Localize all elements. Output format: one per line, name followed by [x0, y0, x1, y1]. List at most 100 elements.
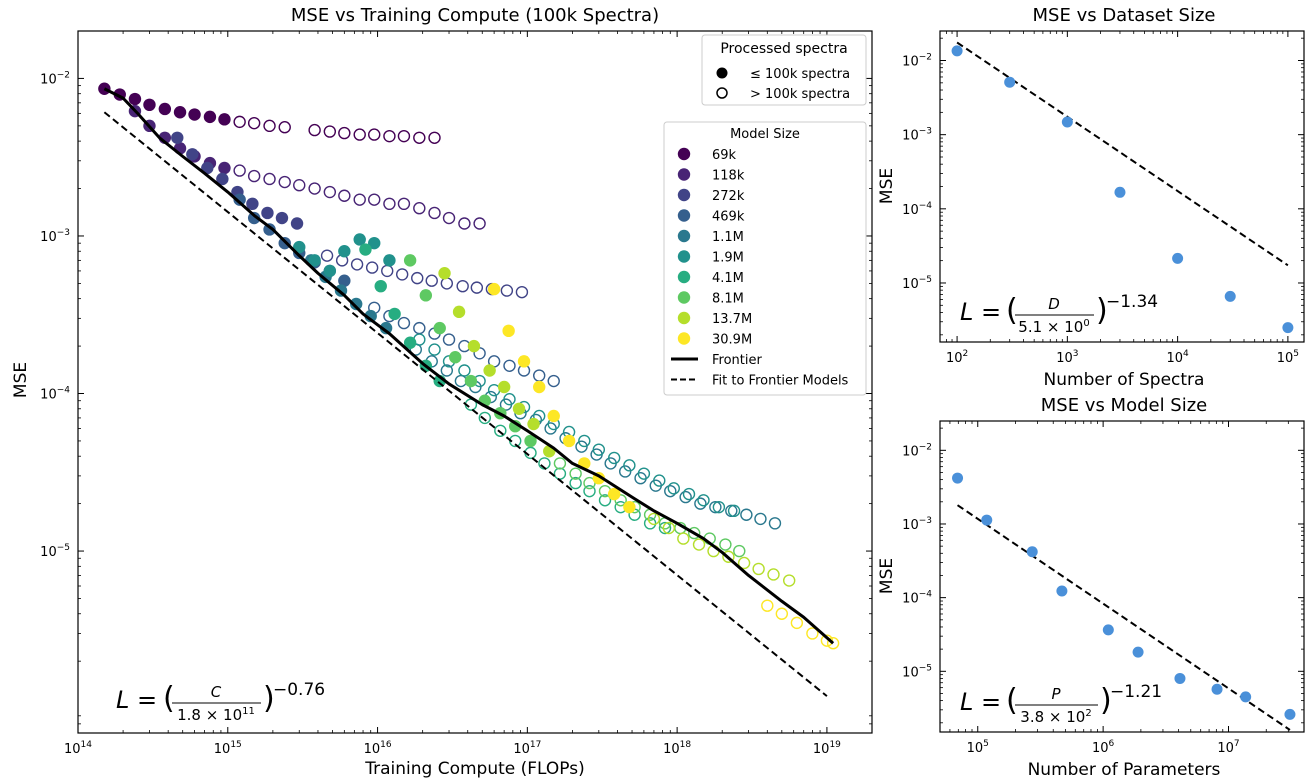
- series-118k-open-point: [293, 179, 306, 192]
- model-equation-paren: (: [1006, 683, 1018, 718]
- series-272k-open-point: [395, 268, 409, 281]
- series-1-9m-open-point: [458, 364, 471, 377]
- legend-label-8-1m: 8.1M: [712, 292, 744, 307]
- main-plot-frame: [77, 30, 873, 734]
- main-equation-paren-close: ): [263, 681, 275, 716]
- model-data-point: [1056, 585, 1068, 597]
- legend-label-1-9m: 1.9M: [712, 251, 744, 266]
- series-118k-open-point: [473, 217, 486, 230]
- series-13-7m-open-point: [677, 532, 690, 545]
- series-1-9m-open-point: [578, 434, 591, 448]
- dataset-chart: MSE vs Dataset Size MSE Number of Spectr…: [877, 5, 1305, 390]
- series-69k-open-point: [383, 129, 396, 143]
- dataset-x-tick-label: 103: [1056, 349, 1078, 366]
- series-1-1m-filled-point: [349, 297, 363, 311]
- series-118k-open-point: [368, 193, 381, 206]
- dataset-data-point: [1004, 76, 1016, 88]
- series-13-7m-filled-point: [483, 364, 496, 377]
- series-13-7m-open-point: [737, 556, 751, 570]
- main-y-tick-label: 10−4: [40, 386, 70, 403]
- series-272k-open-point: [365, 261, 379, 274]
- series-4-1m-open-point: [478, 411, 492, 425]
- series-118k-open-point: [397, 197, 411, 211]
- series-69k-open-point: [323, 125, 337, 138]
- series-272k-open-point: [470, 281, 484, 294]
- series-13-7m-filled-point: [438, 267, 451, 280]
- legend-marker-272k: [677, 188, 691, 202]
- series-1-9m-open-point: [637, 467, 651, 480]
- model-fit-line: [956, 504, 1291, 731]
- open-marker-key: [716, 87, 728, 99]
- model-legend-box: [663, 121, 867, 396]
- series-8-1m-filled-point: [449, 351, 462, 364]
- series-272k-filled-point: [246, 197, 259, 211]
- model-y-tick-label: 10−5: [902, 663, 932, 680]
- model-data-point: [1174, 672, 1186, 684]
- series-30-9m-filled-point: [502, 324, 515, 338]
- model-size-legend: Model Size 69k 118k 272k 469k 1.1M 1.9M 4.1M 8.…: [663, 121, 867, 396]
- model-data-point: [1102, 624, 1114, 636]
- series-272k-filled-point: [290, 217, 304, 230]
- series-1-9m-open-point: [533, 409, 546, 423]
- dataset-x-tick-label: 105: [1277, 349, 1299, 366]
- series-1-9m-open-point: [667, 482, 680, 495]
- model-y-tick-label: 10−3: [902, 516, 932, 533]
- legend-marker-118k: [677, 168, 691, 181]
- series-118k-open-point: [278, 175, 291, 189]
- model-x-tick-label: 106: [1092, 739, 1115, 756]
- model-equation-paren-close: ): [1100, 683, 1112, 718]
- model-equation: L = ( P 3.8 × 102 ) −1.21: [960, 682, 1162, 726]
- series-13-7m-open-point: [722, 550, 735, 563]
- series-30-9m-open-point: [775, 607, 789, 620]
- series-272k-open-point: [456, 279, 469, 293]
- series-272k-filled-point: [261, 206, 274, 220]
- series-13-7m-open-point: [662, 521, 676, 535]
- series-8-1m-open-point: [553, 457, 567, 470]
- series-69k-open-point: [428, 131, 441, 144]
- legend-label-1-1m: 1.1M: [712, 230, 744, 245]
- legend-marker-1-1m: [677, 229, 691, 243]
- series-1-9m-filled-point: [383, 254, 396, 267]
- series-1-1m-open-point: [768, 517, 782, 530]
- series-1-9m-open-point: [697, 494, 710, 507]
- series-1-9m-open-point: [623, 459, 636, 472]
- series-272k-open-point: [515, 285, 529, 299]
- series-13-7m-open-point: [647, 512, 661, 526]
- main-plot-area: [98, 82, 840, 697]
- main-x-axis-label: Training Compute (FLOPs): [364, 759, 585, 779]
- series-272k-filled-point: [186, 148, 199, 161]
- series-30-9m-open-point: [761, 599, 774, 612]
- series-8-1m-filled-point: [524, 434, 537, 448]
- legend-marker-469k: [677, 209, 691, 222]
- series-4-1m-filled-point: [388, 307, 401, 321]
- model-y-tick-label: 10−2: [902, 442, 932, 459]
- series-1-1m-open-point: [725, 504, 738, 518]
- series-8-1m-filled-point: [464, 374, 478, 388]
- dataset-data-point: [951, 45, 963, 57]
- processed-spectra-legend: Processed spectra ≤ 100k spectra > 100k …: [701, 34, 867, 106]
- series-8-1m-open-point: [719, 538, 732, 551]
- series-272k-open-point: [411, 271, 424, 285]
- series-272k-open-point: [500, 284, 514, 297]
- legend-label-69k: 69k: [712, 148, 737, 163]
- series-4-1m-filled-point: [359, 243, 372, 256]
- main-y-tick-label: 10−2: [40, 70, 70, 87]
- series-272k-filled-point: [171, 131, 184, 144]
- series-1-1m-open-point: [709, 500, 722, 514]
- series-118k-open-point: [353, 193, 366, 206]
- series-30-9m-open-point: [790, 616, 804, 630]
- series-8-1m-open-point: [733, 544, 746, 558]
- model-data-point: [981, 514, 993, 526]
- main-equation-var: C: [211, 683, 222, 701]
- model-equation-lhs: L =: [960, 688, 1001, 716]
- series-1-9m-open-point: [503, 393, 516, 406]
- series-1-1m-open-point: [754, 512, 767, 526]
- series-118k-open-point: [247, 169, 261, 183]
- series-118k-open-point: [263, 172, 276, 186]
- filled-marker-label: ≤ 100k spectra: [750, 67, 850, 82]
- series-13-7m-open-point: [692, 538, 706, 551]
- main-y-tick-label: 10−5: [40, 543, 70, 560]
- series-1-9m-open-point: [487, 383, 501, 397]
- legend-frontier-label: Frontier: [712, 353, 762, 368]
- series-469k-open-point: [397, 316, 411, 330]
